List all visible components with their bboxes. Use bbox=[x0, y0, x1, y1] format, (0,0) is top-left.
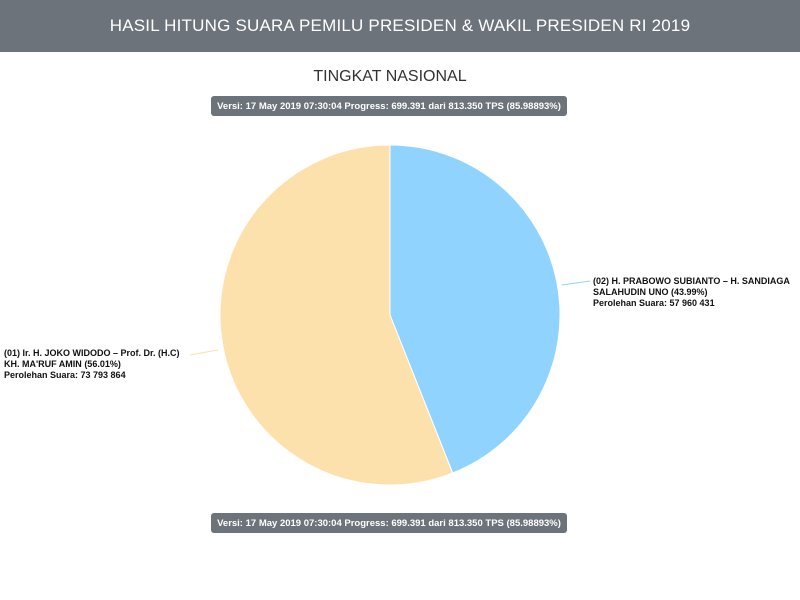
slice-votes: Perolehan Suara: 57 960 431 bbox=[593, 298, 715, 308]
connector-prabowo bbox=[561, 280, 591, 286]
version-badge-top: Versi: 17 May 2019 07:30:04 Progress: 69… bbox=[211, 96, 567, 116]
slice-name: (01) Ir. H. JOKO WIDODO – Prof. Dr. (H.C… bbox=[4, 348, 180, 369]
slice-votes: Perolehan Suara: 73 793 864 bbox=[4, 370, 126, 380]
slice-percent: (43.99%) bbox=[671, 287, 708, 297]
slice-percent: (56.01%) bbox=[84, 359, 121, 369]
pie-slice-jokowi[interactable] bbox=[219, 144, 454, 486]
page-title: HASIL HITUNG SUARA PEMILU PRESIDEN & WAK… bbox=[109, 16, 691, 35]
data-label-prabowo: (02) H. PRABOWO SUBIANTO – H. SANDIAGA S… bbox=[593, 276, 793, 309]
connector-jokowi bbox=[189, 349, 219, 356]
chart-title: TINGKAT NASIONAL bbox=[313, 68, 467, 85]
version-badge-bottom: Versi: 17 May 2019 07:30:04 Progress: 69… bbox=[211, 513, 567, 533]
page-header: HASIL HITUNG SUARA PEMILU PRESIDEN & WAK… bbox=[0, 0, 800, 52]
data-label-jokowi: (01) Ir. H. JOKO WIDODO – Prof. Dr. (H.C… bbox=[4, 348, 194, 381]
slice-name: (02) H. PRABOWO SUBIANTO – H. SANDIAGA S… bbox=[593, 276, 790, 297]
pie-slice-prabowo[interactable] bbox=[389, 144, 561, 474]
